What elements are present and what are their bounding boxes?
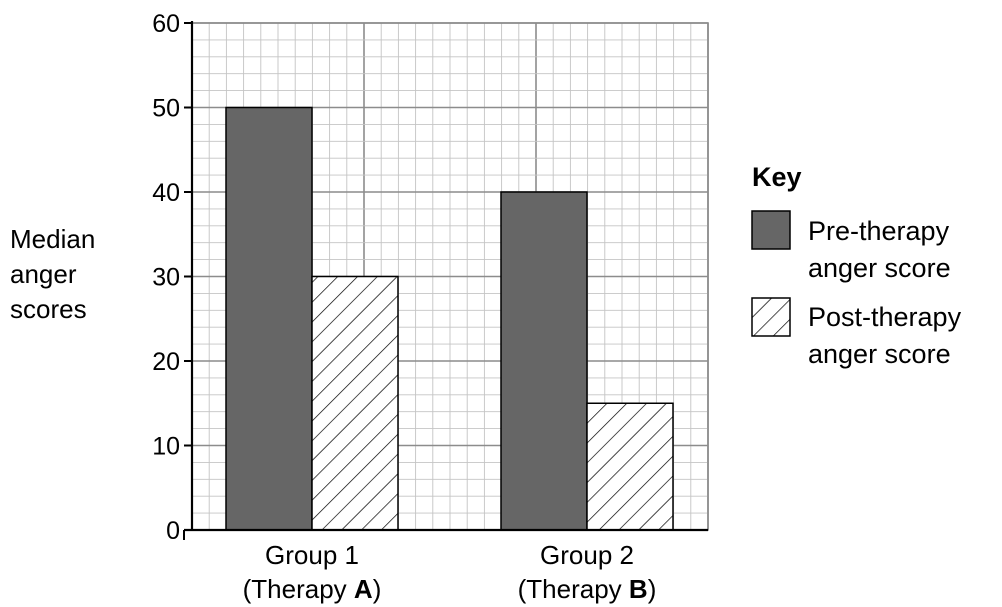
category-sublabel-group-2-bold: B — [629, 574, 648, 604]
x-axis-category-labels: Group 1 (Therapy A) Group 2 (Therapy B) — [243, 540, 657, 604]
bar-pre-therapy-group-1 — [226, 108, 312, 531]
legend-swatch-pre-therapy — [752, 211, 790, 249]
legend-label-post-therapy-line-2: anger score — [808, 339, 951, 369]
bar-post-therapy-group-1 — [312, 277, 398, 531]
legend-title: Key — [752, 162, 802, 192]
y-axis-label-line-1: Median — [10, 224, 95, 254]
legend-label-post-therapy-line-1: Post-therapy — [808, 302, 962, 332]
category-label-group-2: Group 2 — [540, 540, 634, 570]
legend-label-pre-therapy-line-1: Pre-therapy — [808, 216, 950, 246]
y-tick-label: 20 — [152, 348, 180, 376]
category-sublabel-group-1: (Therapy A) — [243, 574, 382, 604]
legend-label-pre-therapy-line-2: anger score — [808, 253, 951, 283]
category-sublabel-group-2-pre: (Therapy — [518, 574, 629, 604]
legend-swatch-post-therapy — [752, 298, 790, 336]
y-tick-label: 0 — [166, 517, 180, 545]
y-tick-label: 50 — [152, 95, 180, 123]
chart-bars — [226, 108, 673, 531]
category-sublabel-group-2-post: ) — [648, 574, 657, 604]
category-sublabel-group-1-pre: (Therapy — [243, 574, 354, 604]
y-axis-label-line-2: anger — [10, 259, 77, 289]
y-axis-label: Median anger scores — [10, 224, 95, 324]
y-axis-label-line-3: scores — [10, 294, 87, 324]
y-tick-label: 40 — [152, 179, 180, 207]
bar-post-therapy-group-2 — [587, 403, 673, 530]
y-tick-label: 10 — [152, 433, 180, 461]
y-tick-label: 30 — [152, 264, 180, 292]
category-sublabel-group-1-post: ) — [373, 574, 382, 604]
legend: Key Pre-therapy anger score Post-therapy… — [752, 162, 962, 369]
category-sublabel-group-2: (Therapy B) — [518, 574, 657, 604]
category-label-group-1: Group 1 — [265, 540, 359, 570]
category-sublabel-group-1-bold: A — [354, 574, 373, 604]
y-tick-label: 60 — [152, 10, 180, 38]
bar-pre-therapy-group-2 — [501, 192, 587, 530]
